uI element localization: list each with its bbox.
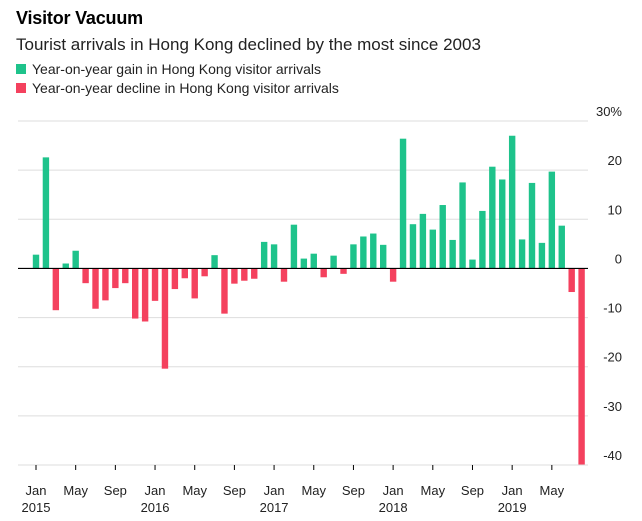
x-year-label: 2019 — [498, 500, 527, 515]
bar — [518, 239, 526, 269]
bar — [82, 268, 89, 284]
y-tick-label: 0 — [615, 251, 622, 266]
bar — [310, 253, 317, 269]
bar — [419, 213, 427, 269]
bar — [241, 268, 248, 281]
bar — [32, 254, 40, 269]
bar — [360, 236, 367, 269]
x-year-label: 2017 — [260, 500, 289, 515]
y-tick-label: 30% — [596, 104, 622, 119]
bar — [171, 268, 179, 290]
bar — [191, 268, 198, 299]
x-tick-label: May — [540, 483, 565, 498]
bar — [201, 268, 208, 277]
x-tick-label: May — [182, 483, 207, 498]
bar — [528, 182, 536, 269]
bar — [340, 268, 347, 274]
bar — [151, 268, 159, 301]
bar — [132, 268, 139, 319]
legend-decline-label: Year-on-year decline in Hong Kong visito… — [32, 80, 339, 96]
x-tick-label: Jan — [383, 483, 404, 498]
bar — [251, 268, 258, 279]
bar — [122, 268, 129, 284]
bar — [270, 244, 278, 269]
chart-subtitle: Tourist arrivals in Hong Kong declined b… — [16, 35, 481, 54]
bar — [409, 224, 417, 269]
bar — [429, 229, 436, 269]
y-tick-label: 10 — [608, 202, 622, 217]
x-year-label: 2016 — [141, 500, 170, 515]
bar — [508, 135, 516, 269]
legend-decline: Year-on-year decline in Hong Kong visito… — [16, 80, 339, 96]
bar — [558, 225, 565, 269]
x-year-label: 2015 — [22, 500, 51, 515]
bar — [221, 268, 228, 314]
x-tick-label: Jan — [26, 483, 47, 498]
bar — [370, 233, 377, 269]
bar — [499, 179, 506, 269]
bar — [489, 166, 496, 269]
bar — [330, 255, 337, 269]
bar — [399, 138, 407, 269]
bar — [280, 268, 288, 282]
bar — [300, 258, 308, 269]
legend-decline-swatch — [16, 83, 26, 93]
bar — [161, 268, 169, 369]
y-tick-label: -40 — [603, 448, 622, 463]
bar — [92, 268, 99, 309]
y-tick-label: -10 — [603, 301, 622, 316]
y-tick-label: -20 — [603, 350, 622, 365]
bar — [290, 224, 298, 269]
bar — [181, 268, 188, 279]
x-tick-label: May — [301, 483, 326, 498]
x-tick-label: Sep — [223, 483, 246, 498]
x-tick-label: Jan — [145, 483, 166, 498]
bar — [380, 244, 387, 269]
bar — [102, 268, 109, 301]
bar — [469, 259, 476, 269]
bar — [568, 268, 575, 293]
bar — [231, 268, 238, 284]
x-tick-label: May — [63, 483, 88, 498]
bar — [141, 268, 149, 322]
x-tick-label: Sep — [104, 483, 127, 498]
bar — [538, 242, 546, 269]
bar — [72, 250, 79, 269]
legend-gain-label: Year-on-year gain in Hong Kong visitor a… — [32, 61, 321, 77]
bar — [260, 241, 268, 269]
bar — [548, 171, 556, 269]
bar — [62, 263, 69, 269]
x-tick-label: Sep — [342, 483, 365, 498]
legend-gain: Year-on-year gain in Hong Kong visitor a… — [16, 61, 321, 77]
bar — [389, 268, 397, 282]
bar — [439, 205, 446, 269]
bar — [350, 244, 357, 269]
bar — [211, 255, 218, 269]
bar — [52, 268, 60, 311]
chart-title: Visitor Vacuum — [16, 8, 143, 28]
x-tick-label: Sep — [461, 483, 484, 498]
bar — [320, 268, 327, 278]
x-tick-label: Jan — [502, 483, 523, 498]
x-tick-label: May — [421, 483, 446, 498]
bar — [459, 182, 466, 269]
legend-gain-swatch — [16, 64, 26, 74]
y-tick-label: -30 — [603, 399, 622, 414]
y-tick-label: 20 — [608, 153, 622, 168]
bar — [42, 157, 50, 269]
x-tick-label: Jan — [264, 483, 285, 498]
bar — [112, 268, 119, 289]
x-year-label: 2018 — [379, 500, 408, 515]
bar — [578, 268, 585, 465]
bar — [479, 210, 486, 269]
bar — [449, 239, 456, 269]
